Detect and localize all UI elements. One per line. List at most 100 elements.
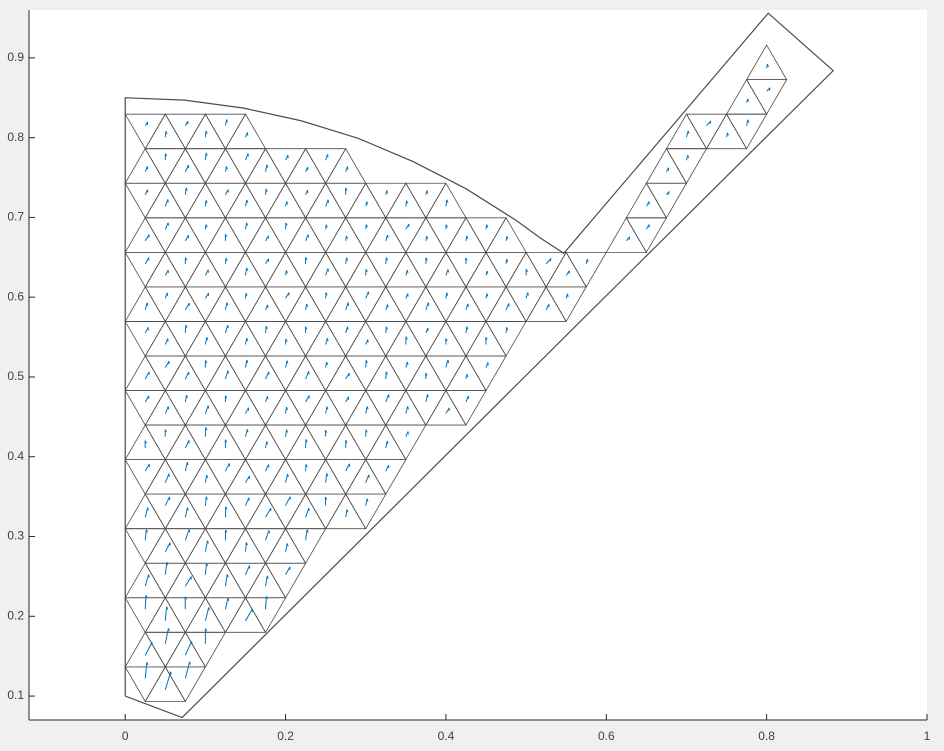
arrow-head xyxy=(446,199,449,203)
arrow xyxy=(204,337,208,345)
arrow xyxy=(385,394,390,403)
arrow-head xyxy=(767,63,769,68)
arrow-head xyxy=(485,336,488,341)
arrow-head xyxy=(165,131,168,135)
arrow-head xyxy=(467,303,469,307)
arrow-head xyxy=(205,130,208,134)
arrow xyxy=(345,372,350,380)
arrow-head xyxy=(365,360,368,364)
arrow-head xyxy=(206,474,209,479)
arrow-head xyxy=(205,496,208,500)
arrow-head xyxy=(486,293,489,297)
mesh-element xyxy=(565,251,607,288)
arrow-head xyxy=(205,200,208,204)
arrow-head xyxy=(224,395,228,399)
arrow xyxy=(224,574,228,587)
arrow-head xyxy=(265,188,268,192)
arrow-head xyxy=(166,606,169,610)
arrow xyxy=(184,302,190,311)
arrow xyxy=(164,222,169,230)
mesh-element xyxy=(124,113,166,150)
arrow-head xyxy=(325,292,328,296)
arrow xyxy=(325,268,329,276)
mesh-element xyxy=(204,113,247,150)
arrow xyxy=(144,595,147,610)
arrow-head xyxy=(747,98,749,102)
arrow xyxy=(164,406,169,414)
arrow xyxy=(204,607,210,621)
arrow xyxy=(184,371,190,380)
arrow-head xyxy=(224,439,228,443)
arrow xyxy=(204,540,209,552)
arrow-head xyxy=(445,338,448,342)
arrow xyxy=(685,130,689,138)
arrow xyxy=(184,187,187,195)
arrow xyxy=(164,542,171,552)
arrow-head xyxy=(447,359,450,363)
arrow xyxy=(144,234,150,242)
arrow xyxy=(385,257,387,264)
arrow-head xyxy=(385,257,388,261)
arrow xyxy=(305,234,309,242)
arrow xyxy=(144,371,150,380)
arrow-head xyxy=(327,268,329,272)
arrow-head xyxy=(466,235,469,239)
arrow-head xyxy=(709,120,712,124)
arrow xyxy=(224,370,229,380)
arrow-head xyxy=(285,429,289,433)
arrow xyxy=(325,473,328,483)
arrow-head xyxy=(567,293,569,297)
arrow-head xyxy=(245,292,248,296)
arrow-head xyxy=(345,235,348,239)
arrow-head xyxy=(146,662,149,666)
arrow xyxy=(245,497,250,506)
arrow xyxy=(385,464,390,472)
arrow xyxy=(224,325,229,334)
arrow-head xyxy=(525,268,529,272)
arrow-head xyxy=(668,191,670,195)
arrow-head xyxy=(727,132,729,136)
quiver xyxy=(144,63,771,691)
arrow xyxy=(144,507,149,518)
arrow xyxy=(345,302,349,311)
arrow-head xyxy=(246,359,249,363)
arrow-head xyxy=(405,336,408,340)
arrow-head xyxy=(265,326,268,330)
y-tick-label: 0.7 xyxy=(7,210,24,224)
mesh-element xyxy=(525,251,567,288)
mesh-element xyxy=(745,44,788,81)
arrow xyxy=(285,566,291,575)
arrow-head xyxy=(145,595,148,599)
arrow-head xyxy=(266,396,269,400)
arrow xyxy=(244,222,248,230)
arrow xyxy=(204,405,209,414)
arrow-head xyxy=(465,257,468,261)
arrow-head xyxy=(366,201,369,205)
arrow xyxy=(385,440,388,449)
arrow xyxy=(184,440,190,449)
x-tick-label: 1 xyxy=(924,729,931,743)
arrow-head xyxy=(426,235,429,240)
arrow xyxy=(706,120,712,127)
arrow xyxy=(164,496,170,506)
arrow-head xyxy=(466,326,469,330)
arrow xyxy=(164,628,169,644)
mesh-element xyxy=(405,182,447,219)
arrow-head xyxy=(205,224,208,228)
arrow xyxy=(184,462,188,472)
arrow-head xyxy=(327,154,329,158)
arrow xyxy=(245,608,253,622)
arrow xyxy=(305,529,308,541)
arrow-head xyxy=(426,190,429,194)
arrow xyxy=(545,303,550,311)
arrow xyxy=(144,642,153,656)
arrow-head xyxy=(506,236,509,240)
arrow-head xyxy=(324,429,328,433)
arrow-head xyxy=(285,222,288,226)
arrow-head xyxy=(144,440,147,444)
mesh-element xyxy=(485,217,527,253)
arrow xyxy=(184,661,191,679)
arrow xyxy=(545,258,552,265)
arrow-head xyxy=(147,507,149,511)
